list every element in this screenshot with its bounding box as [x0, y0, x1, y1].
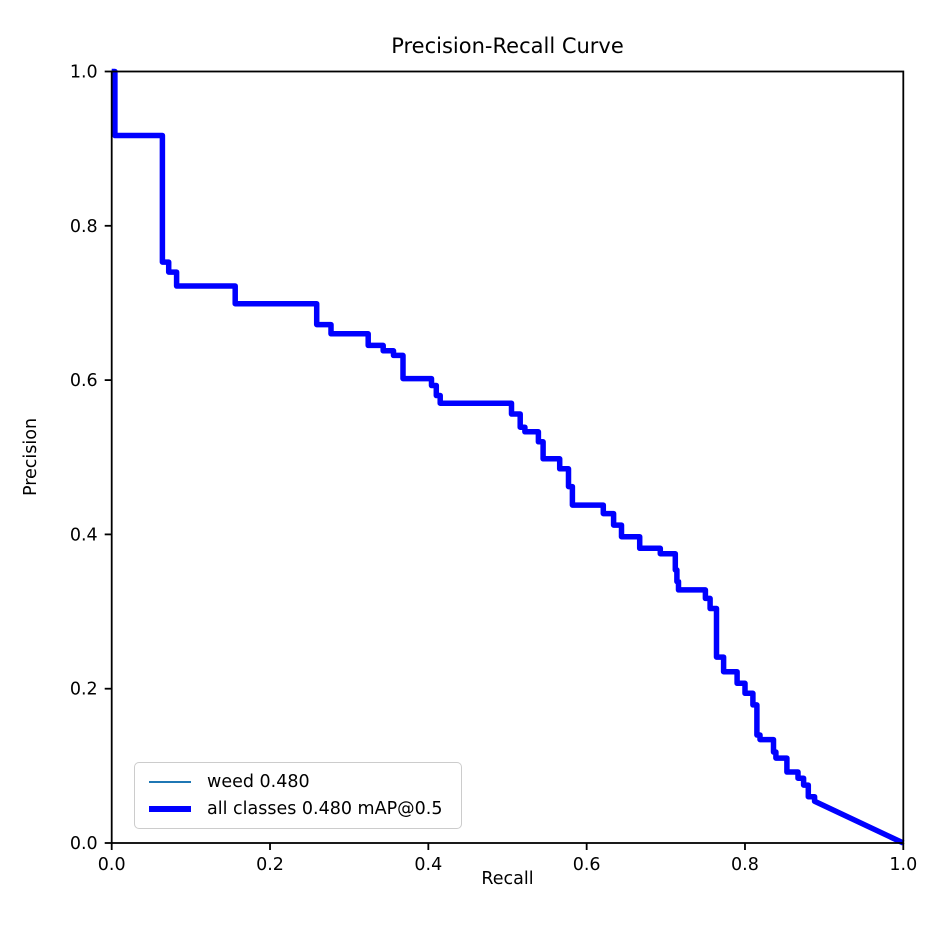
plot-area-border — [110, 70, 905, 844]
x-axis-ticks: 0.0 0.2 0.4 0.6 0.8 1.0 — [98, 843, 917, 875]
y-tick-label: 0.0 — [70, 834, 98, 854]
x-tick-label: 0.0 — [98, 855, 126, 875]
x-tick-label: 0.4 — [414, 855, 442, 875]
chart-title: Precision-Recall Curve — [391, 34, 624, 58]
legend-entry-all-classes: all classes 0.480 mAP@0.5 — [143, 799, 449, 819]
weed-pr-curve — [111, 70, 904, 844]
y-tick-label: 0.2 — [70, 680, 98, 700]
y-axis-label: Precision — [21, 417, 41, 497]
y-tick-label: 1.0 — [70, 63, 98, 83]
y-tick-label: 0.8 — [70, 217, 98, 237]
x-axis-label: Recall — [481, 869, 534, 889]
legend-label-weed: weed 0.480 — [207, 772, 310, 792]
legend-entry-weed: weed 0.480 — [143, 772, 449, 792]
weed-line-sample — [149, 781, 191, 783]
curves-group — [111, 68, 905, 846]
x-tick-label: 0.6 — [573, 855, 601, 875]
all-classes-pr-curve — [111, 68, 905, 846]
legend-label-all-classes: all classes 0.480 mAP@0.5 — [207, 799, 443, 819]
x-tick-label: 0.8 — [731, 855, 759, 875]
x-tick-label: 0.2 — [256, 855, 284, 875]
y-tick-label: 0.6 — [70, 371, 98, 391]
legend: weed 0.480 all classes 0.480 mAP@0.5 — [134, 762, 462, 829]
y-tick-label: 0.4 — [70, 525, 98, 545]
y-axis-ticks: 0.0 0.2 0.4 0.6 0.8 1.0 — [70, 63, 112, 854]
x-tick-label: 1.0 — [889, 855, 917, 875]
all-classes-line-sample — [149, 806, 191, 812]
